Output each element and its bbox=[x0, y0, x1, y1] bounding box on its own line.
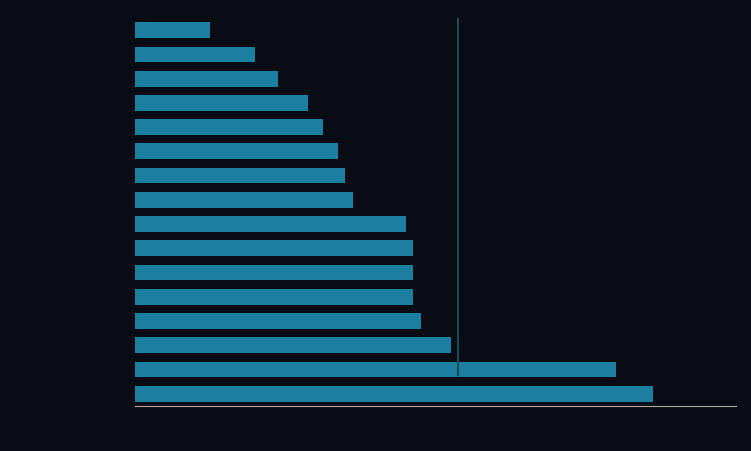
Bar bbox=[135, 46, 255, 62]
Bar bbox=[135, 265, 413, 281]
Bar bbox=[135, 168, 345, 184]
Bar bbox=[135, 119, 323, 135]
Bar bbox=[135, 143, 338, 159]
Bar bbox=[135, 216, 406, 232]
Bar bbox=[135, 337, 451, 353]
Bar bbox=[135, 71, 278, 87]
Bar bbox=[135, 22, 210, 38]
Bar bbox=[135, 240, 413, 256]
Bar bbox=[135, 289, 413, 305]
Bar bbox=[135, 362, 616, 377]
Bar bbox=[135, 95, 308, 111]
Bar bbox=[135, 386, 653, 402]
Bar bbox=[135, 313, 421, 329]
Bar bbox=[135, 192, 353, 208]
